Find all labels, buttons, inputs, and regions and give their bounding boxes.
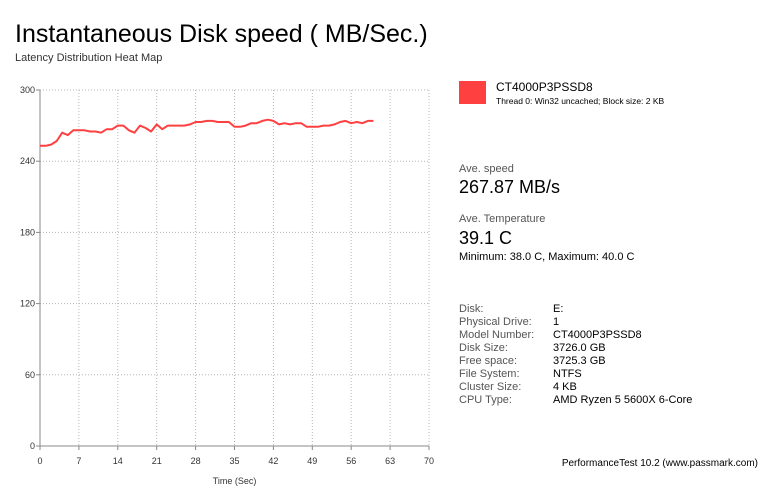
temperature-range: Minimum: 38.0 C, Maximum: 40.0 C	[459, 251, 635, 263]
ave-temperature-value: 39.1 C	[459, 228, 513, 248]
disk-info-value: CT4000P3PSSD8	[553, 329, 642, 341]
x-tick-label: 35	[229, 456, 239, 466]
ave-speed-value: 267.87 MB/s	[459, 177, 561, 197]
page-title: Instantaneous Disk speed ( MB/Sec.)	[15, 20, 428, 48]
y-tick-label: 60	[25, 370, 35, 380]
disk-info-label: File System:	[459, 368, 520, 380]
disk-info-value: E:	[553, 303, 564, 315]
series-line	[40, 118, 374, 147]
disk-info-label: Cluster Size:	[459, 381, 522, 393]
y-tick-label: 180	[20, 227, 35, 237]
chart-series	[40, 118, 374, 147]
disk-info-value: 3726.0 GB	[553, 342, 606, 354]
page-subtitle: Latency Distribution Heat Map	[15, 52, 163, 64]
disk-info-value: AMD Ryzen 5 5600X 6-Core	[553, 394, 693, 406]
x-axis-title: Time (Sec)	[213, 476, 257, 486]
x-tick-label: 14	[113, 456, 123, 466]
x-tick-label: 0	[37, 456, 42, 466]
x-tick-label: 7	[76, 456, 81, 466]
disk-info-value: 1	[553, 316, 560, 328]
chart-grid	[40, 89, 430, 446]
y-tick-label: 300	[20, 85, 35, 95]
x-tick-label: 70	[424, 456, 434, 466]
x-tick-label: 21	[152, 456, 162, 466]
legend-series-name: CT4000P3PSSD8	[496, 80, 593, 94]
disk-info-label: Physical Drive:	[459, 316, 532, 328]
x-tick-label: 63	[385, 456, 395, 466]
ave-temperature-label: Ave. Temperature	[459, 213, 546, 225]
disk-info-label: Model Number:	[459, 329, 535, 341]
x-tick-label: 42	[268, 456, 278, 466]
disk-info-label: Free space:	[459, 355, 518, 367]
legend-series-description: Thread 0: Win32 uncached; Block size: 2 …	[496, 96, 665, 106]
y-tick-label: 120	[20, 299, 35, 309]
y-tick-label: 240	[20, 156, 35, 166]
x-tick-label: 49	[307, 456, 317, 466]
legend-swatch	[459, 81, 486, 104]
y-tick-label: 0	[30, 441, 35, 451]
disk-info-label: CPU Type:	[459, 394, 512, 406]
footer-credit: PerformanceTest 10.2 (www.passmark.com)	[561, 458, 758, 469]
x-tick-label: 28	[191, 456, 201, 466]
ave-speed-label: Ave. speed	[459, 163, 514, 175]
disk-info-value: 4 KB	[553, 381, 577, 393]
x-tick-label: 56	[346, 456, 356, 466]
disk-info-label: Disk Size:	[459, 342, 508, 354]
disk-info-label: Disk:	[459, 303, 484, 315]
chart-axes: 0 7 14 21 28 35 42 49 56 63 70 0 60 120 180 240 300 Time …	[20, 85, 434, 486]
disk-info-value: NTFS	[553, 368, 582, 380]
disk-info-value: 3725.3 GB	[553, 355, 606, 367]
